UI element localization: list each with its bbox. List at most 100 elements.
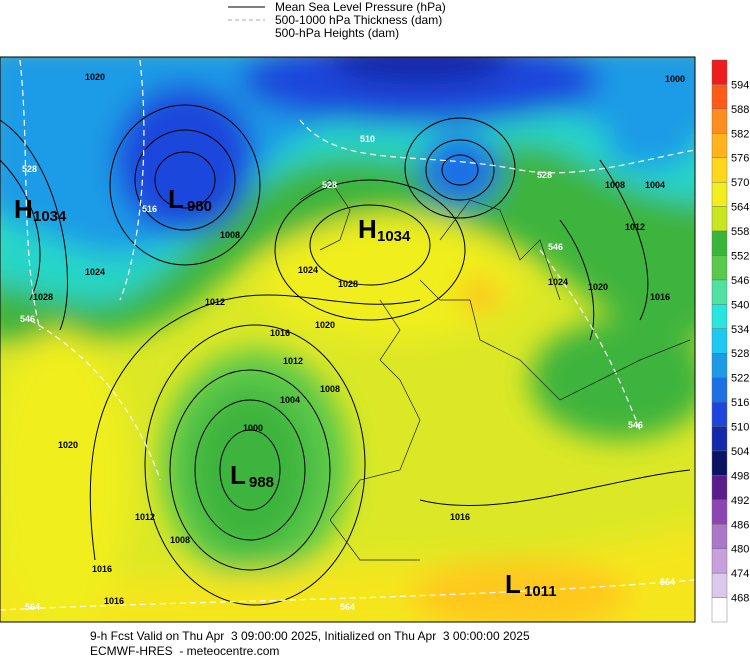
colorbar-swatch [711,255,728,281]
footer-source: ECMWF-HRES - meteocentre.com [90,644,279,658]
map-frame [0,56,696,623]
colorbar-swatch [711,572,728,598]
isobar-label: 1008 [170,535,190,545]
colorbar-swatch [711,181,728,207]
thickness-label: 516 [142,204,157,214]
colorbar-swatch [711,548,728,574]
isobar-label: 1024 [85,267,105,277]
isobar-label: 1020 [588,282,608,292]
center-value: 1034 [33,208,67,225]
colorbar-label: 558 [731,226,749,238]
colorbar-label: 516 [731,397,749,409]
isobars [0,104,691,606]
isobar-label: 1000 [665,74,685,84]
colorbar-swatch [711,426,728,452]
coastlines [299,179,691,561]
colorbar-swatch [711,157,728,183]
colorbar-swatch [711,304,728,329]
colorbar-label: 474 [731,568,749,580]
colorbar-label: 492 [731,495,749,507]
colorbar-swatch [711,353,728,378]
isobar-label: 1012 [205,297,225,307]
isobar-label: 1004 [280,395,300,405]
isobar-label: 1012 [625,222,645,232]
thickness-lines [0,59,695,611]
colorbar-swatch [711,84,728,110]
colorbar-label: 594 [731,79,749,91]
isobar-label: 1024 [548,277,568,287]
thickness-label: 528 [22,164,37,174]
colorbar-swatch [711,279,728,305]
colorbar-swatch [711,475,728,501]
colorbar-label: 570 [731,177,749,189]
colorbar-swatch [711,108,728,134]
center-value: 980 [187,198,212,215]
center-symbol: L [168,184,184,214]
colorbar-label: 588 [731,104,749,116]
center-symbol: L [505,569,521,599]
colorbar-label: 534 [731,324,749,336]
colorbar-label: 564 [731,202,749,214]
colorbar-swatch [711,230,728,256]
colorbar-label: 576 [731,153,749,165]
colorbar-label: 522 [731,373,749,385]
thickness-label: 528 [537,170,552,180]
isobar-label: 1016 [92,564,112,574]
isobar-label: 1020 [315,320,335,330]
colorbar-swatch [711,499,728,525]
thickness-label: 546 [20,314,35,324]
isobar-label: 1012 [283,356,303,366]
colorbar-swatch [711,59,728,85]
legend-label: 500-1000 hPa Thickness (dam) [275,13,442,27]
isobar-label: 1016 [104,596,124,606]
legend-label: Mean Sea Level Pressure (hPa) [275,0,446,14]
colorbar-label: 528 [731,348,749,360]
colorbar-swatch [711,524,728,549]
thickness-label: 528 [322,180,337,190]
center-value: 1011 [524,583,557,600]
legend-label: 500-hPa Heights (dam) [275,26,399,40]
colorbar-swatch [711,401,728,427]
isobar-label: 1008 [220,230,240,240]
colorbar-label: 510 [731,422,749,434]
isobar-label: 1012 [135,512,155,522]
thickness-label: 546 [548,242,563,252]
center-symbol: H [358,214,377,244]
center-symbol: L [230,460,246,490]
isobar-label: 1020 [85,72,105,82]
isobar-label: 1008 [320,384,340,394]
isobar-label: 1008 [605,180,625,190]
legend: Mean Sea Level Pressure (hPa) 500-1000 h… [228,0,446,40]
isobar-label: 1020 [58,440,78,450]
thickness-label: 510 [360,134,375,144]
isobar-label: 1028 [338,279,358,289]
colorbar-label: 504 [731,446,749,458]
map-field [0,57,695,622]
colorbar-label: 552 [731,250,749,262]
colorbar-swatch [711,133,728,158]
colorbar-label: 582 [731,128,749,140]
colorbar-label: 546 [731,275,749,287]
colorbar-label: 468 [731,593,749,605]
isobar-label: 1004 [645,180,665,190]
colorbar-label: 480 [731,544,749,556]
isobar-label: 1000 [243,423,263,433]
center-value: 988 [249,474,274,491]
colorbar-swatch [711,328,728,354]
isobar-label: 1028 [33,292,53,302]
center-symbol: H [14,194,33,224]
colorbar-label: 540 [731,299,749,311]
isobar-label: 1016 [270,328,290,338]
isobar-label: 1016 [650,292,670,302]
center-value: 1034 [377,228,411,245]
thickness-label: 546 [628,420,643,430]
isobar-label: 1024 [298,265,318,275]
thickness-label: 564 [340,602,355,612]
footer-valid: 9-h Fcst Valid on Thu Apr 3 09:00:00 202… [90,629,530,643]
colorbar-swatch [711,377,728,403]
thickness-label: 564 [25,602,40,612]
colorbar-swatch [711,597,728,623]
colorbar-label: 498 [731,470,749,482]
colorbar-label: 486 [731,519,749,531]
